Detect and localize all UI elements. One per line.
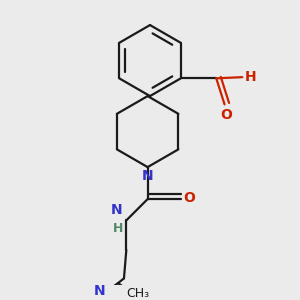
Text: O: O — [183, 191, 195, 205]
Text: H: H — [245, 70, 256, 84]
Text: O: O — [220, 108, 232, 122]
Text: H: H — [112, 222, 123, 235]
Text: N: N — [93, 284, 105, 298]
Text: N: N — [111, 203, 123, 217]
Text: CH₃: CH₃ — [127, 287, 150, 300]
Text: N: N — [142, 169, 153, 184]
